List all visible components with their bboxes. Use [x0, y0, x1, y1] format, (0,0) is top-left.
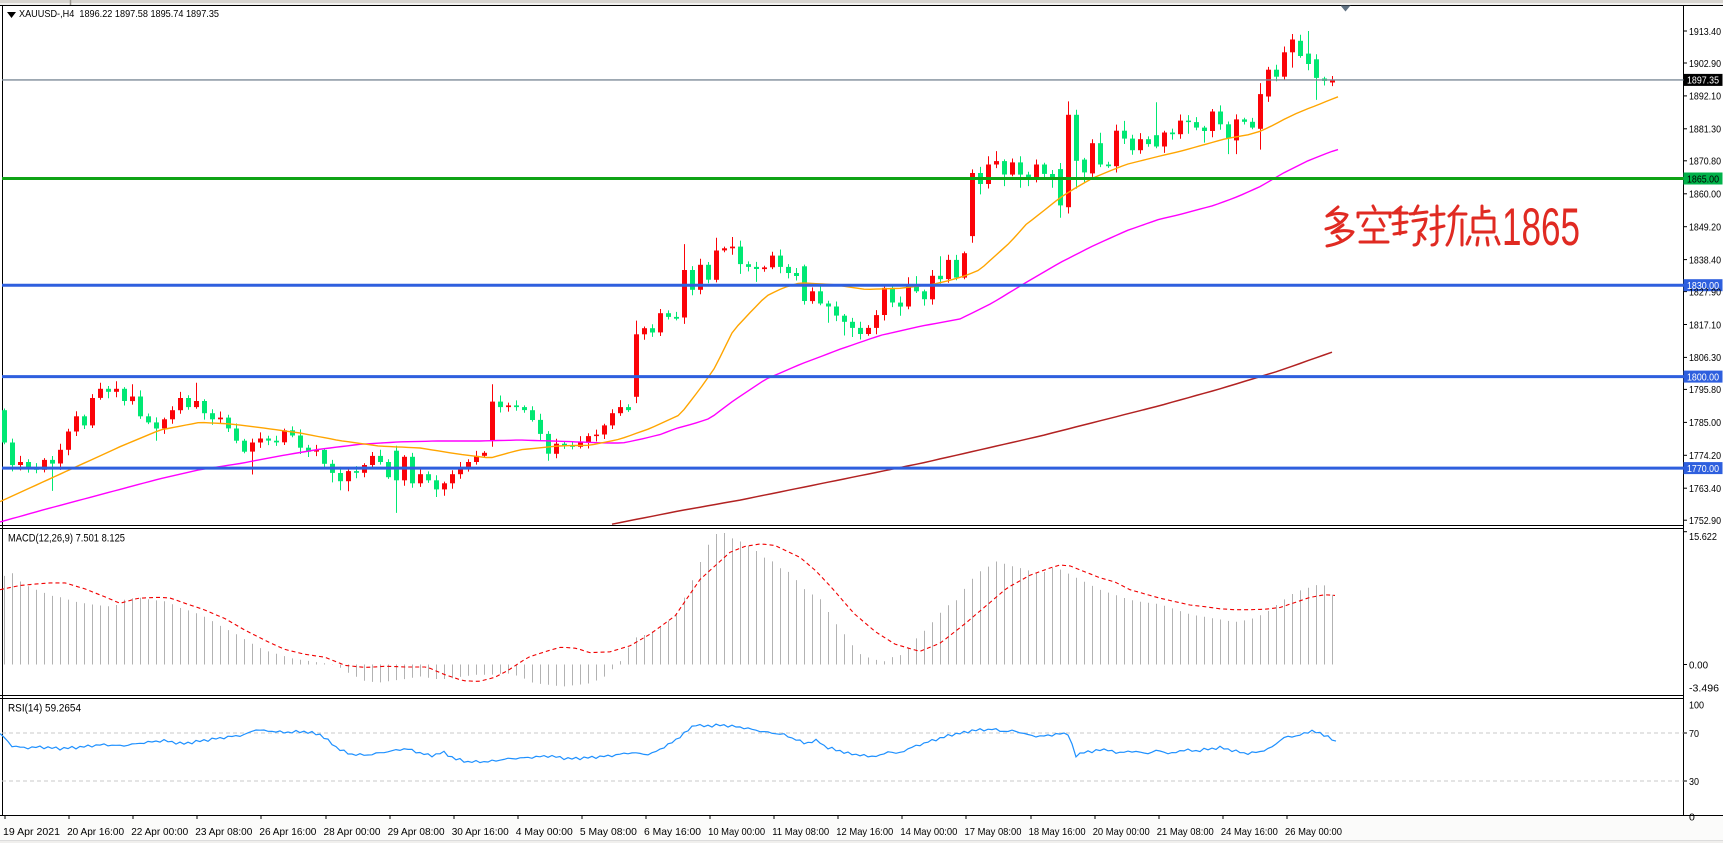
svg-text:-3.496: -3.496 — [1689, 683, 1719, 695]
svg-text:1752.90: 1752.90 — [1689, 515, 1721, 527]
svg-text:1763.40: 1763.40 — [1689, 483, 1721, 495]
svg-text:1827.90: 1827.90 — [1689, 286, 1721, 298]
svg-text:17 May 08:00: 17 May 08:00 — [965, 826, 1022, 838]
svg-text:24 May 16:00: 24 May 16:00 — [1221, 826, 1278, 838]
svg-text:22 Apr 00:00: 22 Apr 00:00 — [131, 826, 188, 838]
svg-text:1774.20: 1774.20 — [1689, 450, 1721, 462]
svg-text:1865.00: 1865.00 — [1687, 173, 1719, 185]
svg-text:11 May 08:00: 11 May 08:00 — [772, 826, 829, 838]
svg-text:1838.40: 1838.40 — [1689, 254, 1721, 266]
svg-text:30: 30 — [1689, 776, 1699, 788]
svg-text:14 May 00:00: 14 May 00:00 — [900, 826, 957, 838]
svg-text:1785.00: 1785.00 — [1689, 417, 1721, 429]
svg-text:1897.35: 1897.35 — [1687, 75, 1719, 87]
svg-text:1830.00: 1830.00 — [1687, 280, 1719, 292]
svg-text:100: 100 — [1689, 700, 1704, 712]
svg-text:1913.40: 1913.40 — [1689, 26, 1721, 38]
svg-text:1849.20: 1849.20 — [1689, 221, 1721, 233]
svg-text:1806.30: 1806.30 — [1689, 352, 1721, 364]
svg-text:1902.90: 1902.90 — [1689, 58, 1721, 70]
svg-text:1800.00: 1800.00 — [1687, 371, 1719, 383]
svg-text:MACD(12,26,9) 7.501 8.125: MACD(12,26,9) 7.501 8.125 — [8, 533, 125, 545]
svg-text:26 Apr 16:00: 26 Apr 16:00 — [259, 826, 316, 838]
svg-text:28 Apr 00:00: 28 Apr 00:00 — [324, 826, 381, 838]
svg-text:5 May 08:00: 5 May 08:00 — [580, 826, 637, 838]
svg-text:29 Apr 08:00: 29 Apr 08:00 — [388, 826, 445, 838]
svg-text:1870.80: 1870.80 — [1689, 156, 1721, 168]
svg-text:1770.00: 1770.00 — [1687, 463, 1719, 475]
svg-text:1892.10: 1892.10 — [1689, 91, 1721, 103]
svg-text:30 Apr 16:00: 30 Apr 16:00 — [452, 826, 509, 838]
svg-text:10 May 00:00: 10 May 00:00 — [708, 826, 765, 838]
svg-text:6 May 16:00: 6 May 16:00 — [644, 826, 701, 838]
svg-text:1881.30: 1881.30 — [1689, 124, 1721, 136]
svg-text:70: 70 — [1689, 728, 1699, 740]
svg-text:1865: 1865 — [1502, 198, 1580, 257]
svg-text:15.622: 15.622 — [1689, 531, 1717, 543]
svg-text:1817.10: 1817.10 — [1689, 319, 1721, 331]
svg-text:XAUUSD-,H4 1896.22 1897.58 18: XAUUSD-,H4 1896.22 1897.58 1895.74 1897.… — [19, 8, 219, 20]
svg-text:0.00: 0.00 — [1689, 660, 1708, 672]
svg-text:21 May 08:00: 21 May 08:00 — [1157, 826, 1214, 838]
svg-text:1860.00: 1860.00 — [1689, 189, 1721, 201]
svg-text:0: 0 — [1689, 812, 1695, 824]
svg-text:20 Apr 16:00: 20 Apr 16:00 — [67, 826, 124, 838]
svg-text:19 Apr 2021: 19 Apr 2021 — [3, 826, 60, 838]
svg-text:12 May 16:00: 12 May 16:00 — [836, 826, 893, 838]
svg-text:18 May 16:00: 18 May 16:00 — [1029, 826, 1086, 838]
svg-text:20 May 00:00: 20 May 00:00 — [1093, 826, 1150, 838]
svg-text:23 Apr 08:00: 23 Apr 08:00 — [195, 826, 252, 838]
svg-text:1795.80: 1795.80 — [1689, 384, 1721, 396]
svg-text:RSI(14) 59.2654: RSI(14) 59.2654 — [8, 703, 81, 715]
svg-text:4 May 00:00: 4 May 00:00 — [516, 826, 573, 838]
svg-text:26 May 00:00: 26 May 00:00 — [1285, 826, 1342, 838]
